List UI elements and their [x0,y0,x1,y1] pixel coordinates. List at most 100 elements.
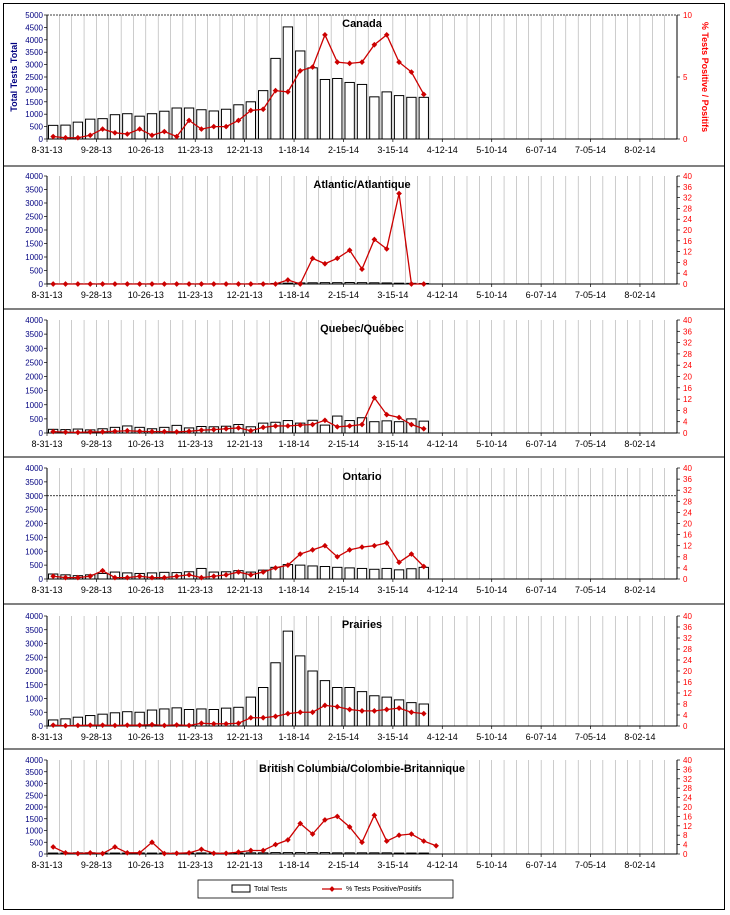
positivity-point [62,574,69,581]
positivity-point [235,281,242,287]
y2-tick-label: 16 [683,812,692,821]
x-tick-label: 3-15-14 [377,439,408,449]
y2-tick-label: 16 [683,678,692,687]
positivity-point [285,89,291,95]
positivity-point [408,831,415,837]
positivity-point [186,722,192,729]
positivity-point [198,720,205,727]
y-tick-label: 3000 [25,199,43,208]
x-tick-label: 12-21-13 [227,585,263,595]
positivity-point [223,720,229,727]
bar [295,50,306,140]
bar [319,78,331,140]
y-tick-label: 3500 [25,330,43,339]
positivity-point [309,421,316,428]
bar [307,282,318,285]
positivity-point [247,427,254,434]
x-tick-label: 4-12-14 [427,145,458,155]
bar [307,670,318,727]
bar [393,852,405,855]
x-tick-label: 11-23-13 [178,439,213,449]
x-tick-label: 7-05-14 [575,290,606,300]
positivity-point [62,849,69,856]
positivity-line [52,813,437,855]
positivity-point [285,837,291,843]
bar [295,852,306,855]
positivity-point [359,266,365,272]
positivity-point [124,131,131,137]
positivity-point [50,573,57,580]
y-tick-label: 1500 [25,533,43,542]
x-tick-label: 5-10-14 [476,145,507,155]
y2-tick-label: 0 [683,135,688,144]
y2-tick-label: 32 [683,339,692,348]
positivity-point [161,574,168,581]
positivity-point [87,132,94,139]
positivity-point [346,706,353,713]
positivity-point [173,722,180,728]
bar [282,26,294,140]
positivity-point [408,551,415,557]
y-tick-label: 500 [30,415,44,424]
positivity-point [383,246,390,252]
y2-tick-label: 4 [683,269,688,278]
positivity-point [186,572,192,578]
bar [332,852,343,855]
y2-tick-label: 20 [683,520,692,529]
positivity-point [285,562,291,568]
y-tick-label: 0 [39,280,44,289]
y2-tick-label: 28 [683,497,692,506]
positivity-point [383,706,390,713]
positivity-point [297,709,304,716]
x-tick-label: 1-18-14 [279,860,310,870]
x-tick-label: 5-10-14 [476,290,507,300]
y-tick-label: 2000 [25,520,43,529]
positivity-point [396,832,402,839]
y-tick-label: 2000 [25,85,43,94]
y2-tick-label: 12 [683,248,692,257]
positivity-point [260,106,267,113]
y-tick-label: 4500 [25,23,43,32]
y2-tick-label: 12 [683,822,692,831]
x-tick-label: 8-02-14 [624,439,655,449]
y-tick-label: 3000 [25,344,43,353]
x-tick-label: 2-15-14 [328,439,359,449]
y-tick-label: 3500 [25,478,43,487]
y-tick-label: 4000 [25,756,43,765]
x-tick-label: 3-15-14 [377,860,408,870]
positivity-point [272,841,279,848]
positivity-point [346,247,353,254]
positivity-point [173,429,180,435]
bar [97,572,108,580]
bar [307,852,318,855]
x-tick-label: 5-10-14 [476,439,507,449]
positivity-point [420,563,427,570]
positivity-point [124,281,131,287]
positivity-point [371,708,378,714]
positivity-point [149,132,155,139]
positivity-point [285,277,291,283]
positivity-point [87,849,94,856]
bar [245,696,257,727]
y-tick-label: 3000 [25,492,43,501]
positivity-point [75,429,81,436]
y2-tick-label: 8 [683,831,688,840]
positivity-point [334,703,341,710]
positivity-point [260,569,267,575]
y2-tick-label: 4 [683,841,688,850]
positivity-point [235,849,242,855]
positivity-point [334,59,341,65]
y-tick-label: 2500 [25,213,43,222]
y-tick-label: 0 [39,850,44,859]
y2-tick-label: 24 [683,361,692,370]
y-tick-label: 0 [39,722,44,731]
positivity-point [272,281,279,287]
positivity-point [223,425,229,432]
positivity-point [247,281,254,287]
positivity-point [297,820,304,827]
positivity-point [322,260,328,267]
positivity-point [408,709,415,716]
bar [406,568,417,580]
positivity-point [420,838,427,844]
y2-tick-label: 12 [683,542,692,551]
